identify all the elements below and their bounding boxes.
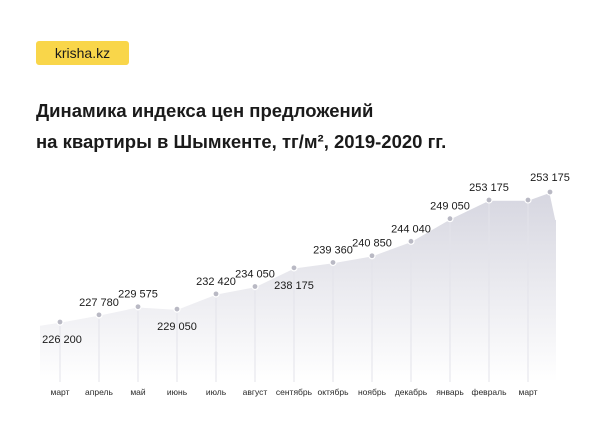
data-label: 229 575 [118,289,158,301]
data-label: 253 175 [469,182,509,194]
x-tick-label: август [243,387,268,397]
data-point [446,215,454,223]
data-point [56,318,64,326]
x-tick-label: декабрь [395,387,428,397]
x-tick-label: май [130,387,146,397]
chart-title-line-2: на квартиры в Шымкенте, тг/м², 2019-2020… [36,131,447,152]
data-label: 229 050 [157,321,197,333]
data-label: 239 360 [313,244,353,256]
data-label: 253 175 [530,172,570,184]
x-tick-label: октябрь [317,387,349,397]
data-label: 227 780 [79,297,119,309]
x-tick-label: февраль [471,387,507,397]
x-tick-label: июль [206,387,227,397]
data-point [368,252,376,260]
data-point [485,196,493,204]
x-tick-label: январь [436,387,464,397]
data-point [329,258,337,267]
brand-logo: krisha.kz [36,41,129,65]
series-line [39,191,557,326]
data-point [173,305,181,313]
data-label: 234 050 [235,268,275,280]
x-tick-label: март [518,387,537,397]
area-fill [40,192,556,382]
data-label: 249 050 [430,201,470,213]
x-tick-label: июнь [167,387,188,397]
data-label: 244 040 [391,223,431,235]
x-tick-label: март [50,387,69,397]
data-label: 232 420 [196,276,236,288]
data-label: 226 200 [42,334,82,346]
data-point [134,303,142,311]
data-point [95,311,103,319]
data-point [251,282,259,291]
chart-title: Динамика индекса цен предложений на квар… [36,95,576,157]
data-point [212,290,220,298]
x-tick-label: сентябрь [276,387,313,397]
data-point-peak [546,188,554,196]
x-tick-label: ноябрь [358,387,387,397]
data-point [407,237,415,245]
x-tick-label: апрель [85,387,113,397]
data-label: 238 175 [274,280,314,292]
data-point [524,196,532,204]
chart-title-line-1: Динамика индекса цен предложений [36,100,374,121]
data-label: 240 850 [352,238,392,250]
data-point [290,264,298,272]
